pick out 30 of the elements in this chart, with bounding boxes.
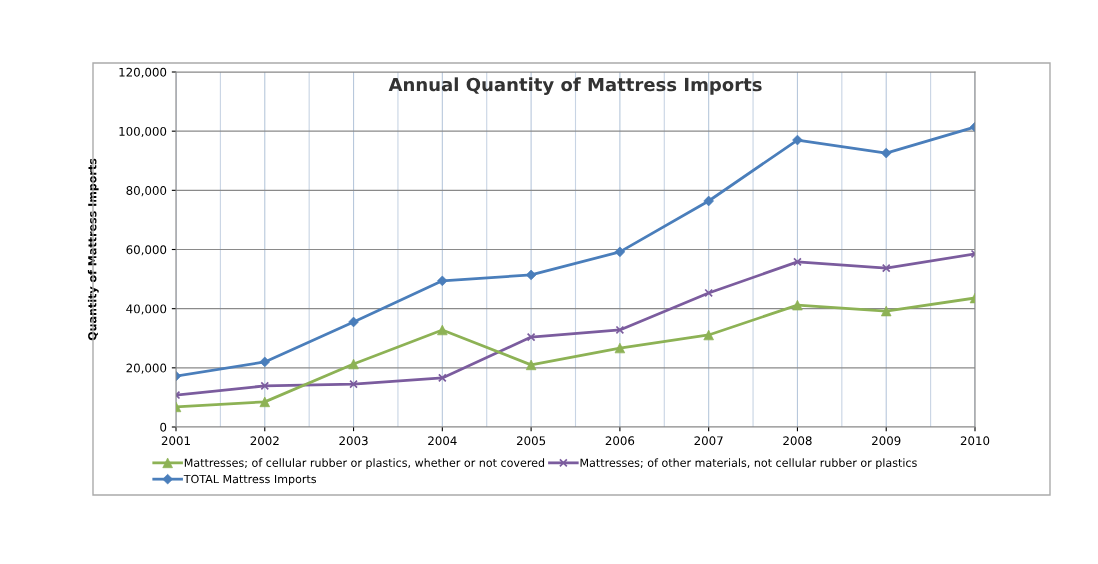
x-tick-label: 2010 xyxy=(960,436,990,446)
point xyxy=(260,381,270,391)
point xyxy=(881,263,891,273)
y-tick-label: 100,000 xyxy=(119,126,167,138)
point xyxy=(526,332,536,342)
x-tick-label: 2007 xyxy=(694,436,723,446)
x-tick-label: 2002 xyxy=(250,436,279,446)
x-tick-label: 2006 xyxy=(605,436,635,446)
y-tick-label: 0 xyxy=(160,422,167,432)
y-tick-label: 20,000 xyxy=(126,363,167,374)
point xyxy=(349,379,358,389)
x-tick-label: 2004 xyxy=(428,436,457,446)
point xyxy=(704,288,713,298)
legend-label: Mattresses; of cellular rubber or plastics, whether or not covered xyxy=(184,458,545,470)
x-tick-label: 2008 xyxy=(783,436,812,446)
x-tick-label: 2009 xyxy=(872,436,901,446)
point xyxy=(615,325,625,335)
x-tick-label: 2005 xyxy=(516,436,546,446)
chart-title: Annual Quantity of Mattress Imports xyxy=(388,77,762,95)
y-tick-label: 80,000 xyxy=(126,186,167,197)
legend-label: Mattresses; of other materials, not cellular rubber or plastics xyxy=(580,458,917,470)
y-tick-label: 120,000 xyxy=(119,67,167,78)
y-tick-label: 60,000 xyxy=(126,245,167,256)
y-axis-title: Quantity of Mattress Imports xyxy=(87,158,99,341)
y-tick-label: 40,000 xyxy=(126,304,167,315)
x-tick-label: 2003 xyxy=(339,436,368,446)
legend-label: TOTAL Mattress Imports xyxy=(183,474,317,486)
point xyxy=(793,257,802,267)
x-tick-label: 2001 xyxy=(161,436,190,446)
point xyxy=(438,373,447,383)
